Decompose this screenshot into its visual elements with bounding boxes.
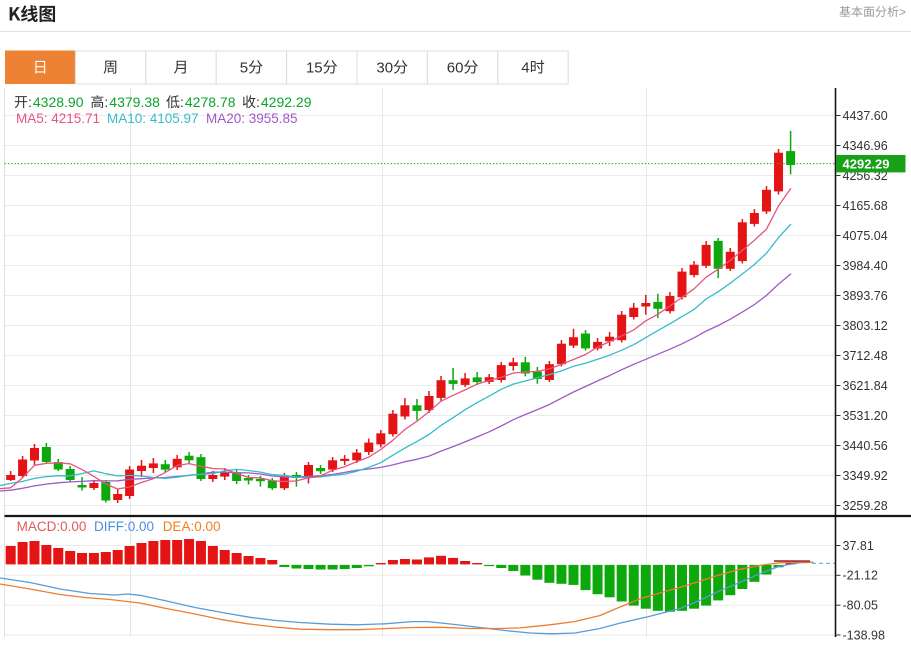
- svg-text:3984.40: 3984.40: [843, 259, 888, 273]
- svg-text:3440.56: 3440.56: [843, 439, 888, 453]
- svg-text:4165.68: 4165.68: [843, 199, 888, 213]
- svg-text:3893.76: 3893.76: [843, 289, 888, 303]
- svg-text:37.81: 37.81: [843, 539, 874, 553]
- svg-text:4379.38: 4379.38: [109, 94, 160, 110]
- svg-text:6: 6: [447, 60, 455, 77]
- svg-text:4: 4: [521, 60, 529, 77]
- svg-text:3621.84: 3621.84: [843, 379, 888, 393]
- svg-text:DEA:0.00: DEA:0.00: [163, 519, 221, 534]
- svg-text:5: 5: [314, 60, 322, 77]
- svg-text:3712.48: 3712.48: [843, 349, 888, 363]
- svg-text:4346.96: 4346.96: [843, 139, 888, 153]
- svg-text:1: 1: [306, 60, 314, 77]
- svg-text:3259.28: 3259.28: [843, 499, 888, 513]
- svg-text:4328.90: 4328.90: [33, 94, 84, 110]
- svg-text:MA10: 4105.97: MA10: 4105.97: [107, 111, 199, 126]
- svg-text:4292.29: 4292.29: [261, 94, 312, 110]
- svg-text:>: >: [899, 5, 906, 19]
- svg-text:4075.04: 4075.04: [843, 229, 888, 243]
- svg-text:3: 3: [376, 60, 384, 77]
- svg-text:0: 0: [385, 60, 393, 77]
- svg-text:-80.05: -80.05: [843, 599, 878, 613]
- svg-text:MA20: 3955.85: MA20: 3955.85: [206, 111, 298, 126]
- svg-text::: :: [104, 94, 108, 110]
- svg-text:MA5: 4215.71: MA5: 4215.71: [16, 111, 100, 126]
- svg-text:3531.20: 3531.20: [843, 409, 888, 423]
- svg-text:3803.12: 3803.12: [843, 319, 888, 333]
- svg-text:-138.98: -138.98: [843, 628, 885, 642]
- svg-text:3349.92: 3349.92: [843, 469, 888, 483]
- svg-text:4292.29: 4292.29: [843, 156, 890, 171]
- svg-text::: :: [28, 94, 32, 110]
- svg-text:4437.60: 4437.60: [843, 109, 888, 123]
- svg-text:-21.12: -21.12: [843, 569, 878, 583]
- svg-text:MACD:0.00: MACD:0.00: [17, 519, 87, 534]
- svg-text:DIFF:0.00: DIFF:0.00: [94, 519, 154, 534]
- svg-text::: :: [256, 94, 260, 110]
- svg-text::: :: [180, 94, 184, 110]
- svg-text:5: 5: [240, 60, 248, 77]
- svg-text:4278.78: 4278.78: [185, 94, 236, 110]
- svg-text:0: 0: [455, 60, 463, 77]
